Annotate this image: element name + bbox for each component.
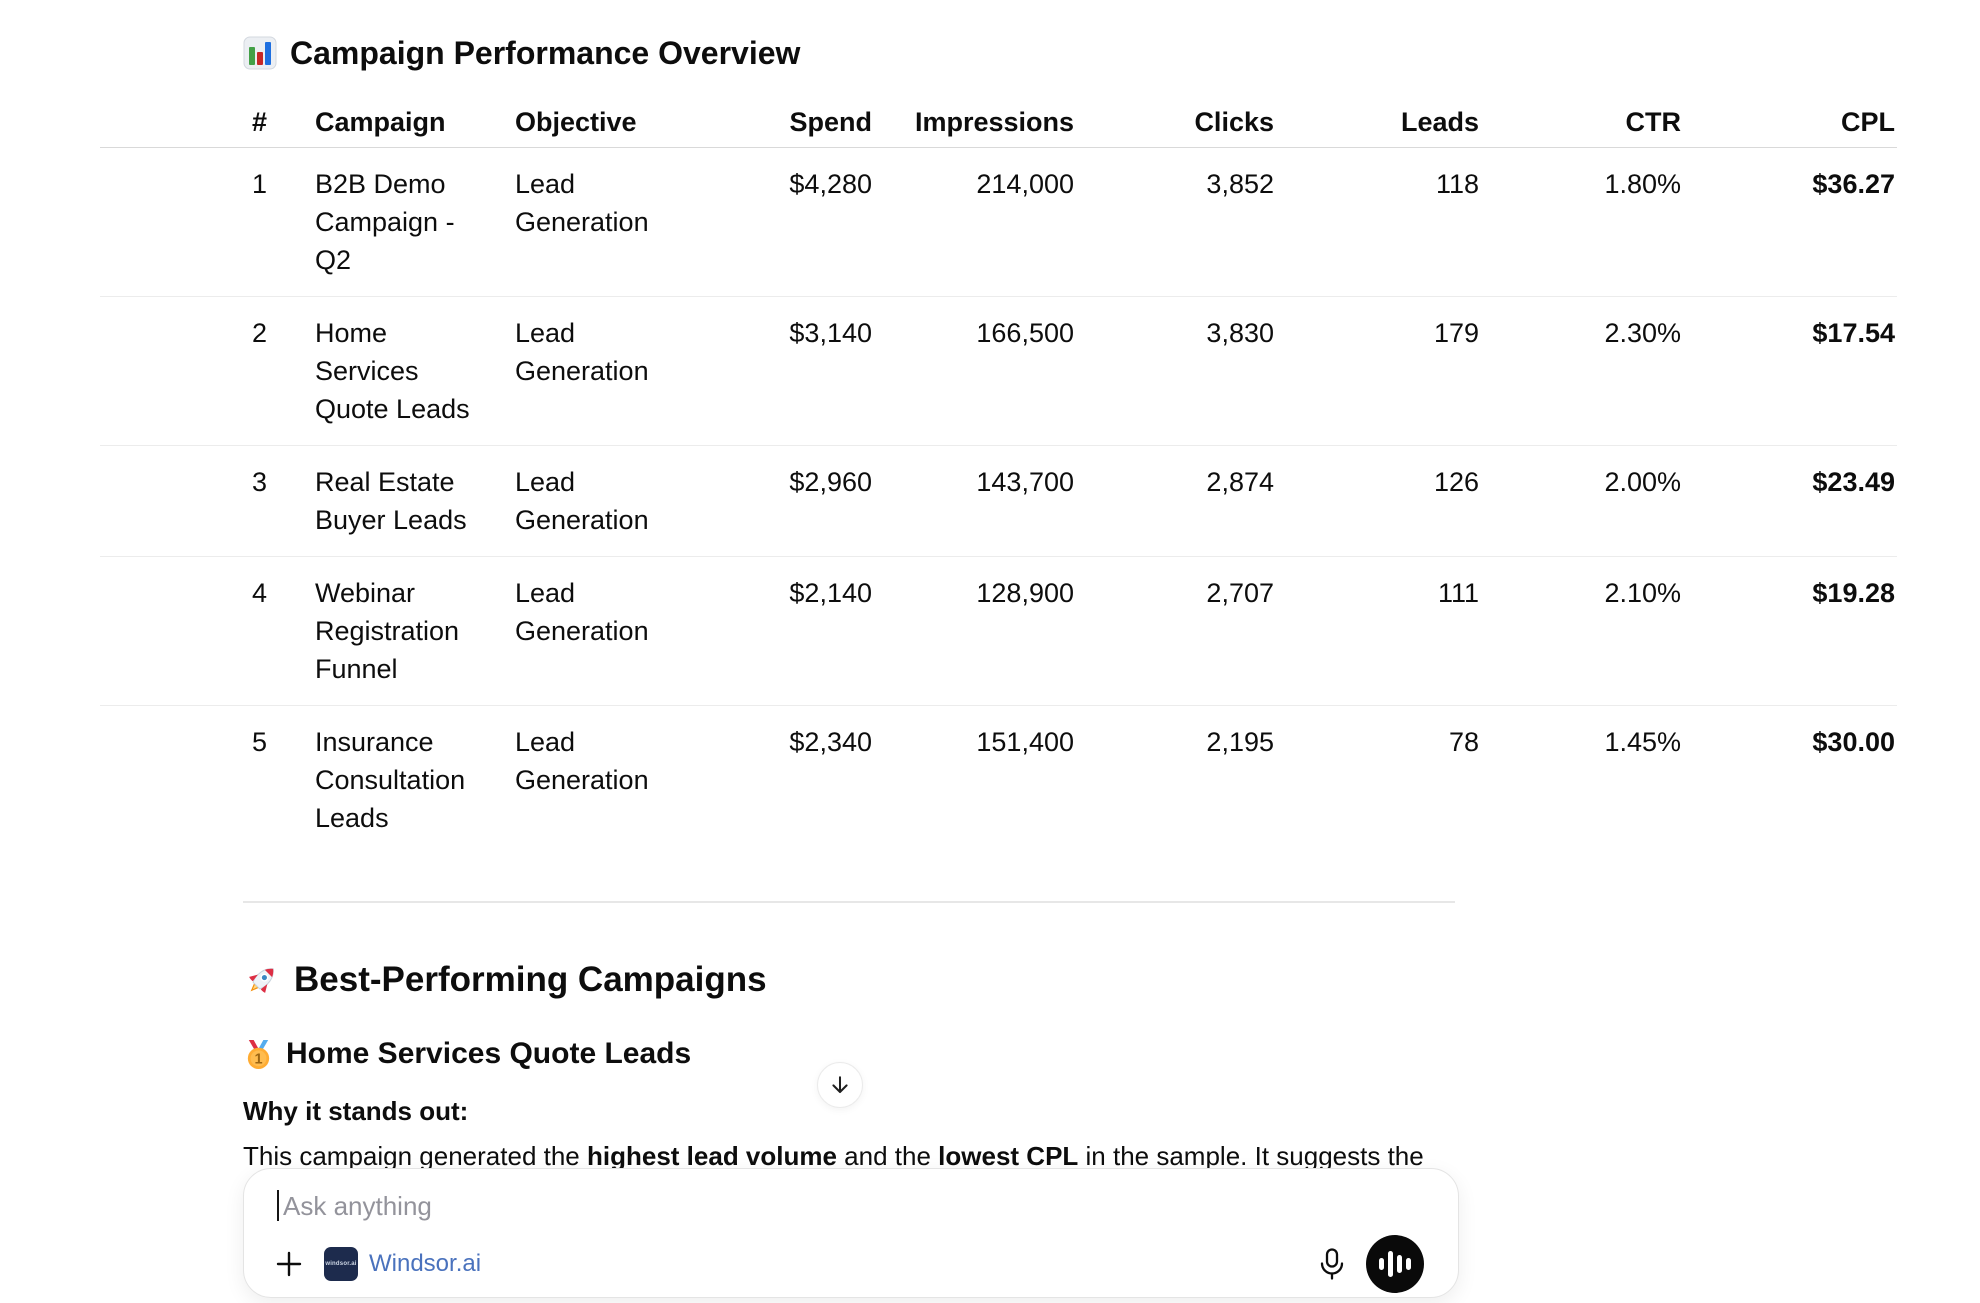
cell-spend: $3,140	[670, 296, 872, 446]
winner-heading: 1 Home Services Quote Leads	[243, 1033, 691, 1075]
cell-num: 5	[252, 727, 268, 757]
windsor-link[interactable]: windsor.ai Windsor.ai	[324, 1247, 481, 1281]
dictate-button[interactable]	[1314, 1246, 1350, 1282]
cell-ctr: 2.10%	[1479, 556, 1681, 706]
best-performing-heading: Best-Performing Campaigns	[243, 956, 767, 1004]
table-header-row: # Campaign Objective Spend Impressions Clicks…	[100, 97, 1897, 148]
plus-icon	[272, 1247, 306, 1281]
cell-clicks: 2,707	[1074, 556, 1274, 706]
gold-medal-emoji: 1	[243, 1039, 274, 1070]
attach-button[interactable]	[272, 1247, 306, 1281]
cell-ctr: 2.30%	[1479, 296, 1681, 446]
table-body: 1 B2B Demo Campaign - Q2 Lead Generation $4…	[100, 147, 1897, 855]
standout-label: Why it stands out:	[243, 1096, 469, 1126]
cell-objective: Lead Generation	[515, 147, 670, 297]
column-header-impressions: Impressions	[872, 97, 1074, 148]
cell-campaign: Real Estate Buyer Leads	[315, 445, 515, 557]
cell-leads: 126	[1274, 445, 1479, 557]
column-header-clicks: Clicks	[1074, 97, 1274, 148]
cell-num: 1	[100, 147, 315, 297]
table-row: 1 B2B Demo Campaign - Q2 Lead Generation $4…	[100, 147, 1897, 297]
table-row: 4 Webinar Registration Funnel Lead Generat…	[100, 556, 1897, 706]
bar-chart-emoji	[243, 36, 277, 70]
svg-text:1: 1	[254, 1051, 262, 1067]
cell-leads: 78	[1448, 727, 1479, 757]
cell-clicks: 3,830	[1074, 296, 1274, 446]
arrow-down-icon	[826, 1071, 854, 1099]
column-header-leads: Leads	[1274, 97, 1479, 148]
cell-clicks: 3,852	[1074, 147, 1274, 297]
cell-campaign: B2B Demo Campaign - Q2	[315, 147, 515, 297]
cell-num: 4	[100, 556, 315, 706]
cell-cpl: $23.49	[1681, 445, 1897, 557]
cell-ctr: 1.80%	[1479, 147, 1681, 297]
cell-cpl: $17.54	[1681, 296, 1897, 446]
table-row: 2 Home Services Quote Leads Lead Generatio…	[100, 296, 1897, 446]
cell-leads: 179	[1274, 296, 1479, 446]
cell-spend: $2,960	[670, 445, 872, 557]
cell-leads: 111	[1274, 556, 1479, 706]
page-title: Campaign Performance Overview	[243, 31, 800, 75]
voice-mode-button[interactable]	[1366, 1235, 1424, 1293]
voice-waveform-icon	[1366, 1235, 1424, 1293]
cell-impressions: 214,000	[872, 147, 1074, 297]
windsor-link-text: Windsor.ai	[369, 1250, 482, 1277]
page-title-text: Campaign Performance Overview	[290, 35, 801, 71]
cell-ctr: 1.45%	[1604, 727, 1681, 757]
table-row: 5 Insurance Consultation Leads Lead Genera…	[100, 706, 1897, 855]
column-header-ctr: CTR	[1479, 97, 1681, 148]
cell-spend: $4,280	[670, 147, 872, 297]
rocket-emoji	[243, 962, 280, 999]
cell-cpl: $36.27	[1681, 147, 1897, 297]
column-header-campaign: Campaign	[315, 97, 515, 148]
section-divider	[243, 901, 1455, 903]
cell-impressions: 166,500	[872, 296, 1074, 446]
cell-impressions: 151,400	[976, 727, 1074, 757]
cell-clicks: 2,195	[1206, 727, 1274, 757]
cell-campaign: Webinar Registration Funnel	[315, 556, 515, 706]
cell-num: 3	[100, 445, 315, 557]
microphone-icon	[1314, 1246, 1350, 1282]
cell-ctr: 2.00%	[1479, 445, 1681, 557]
winner-heading-text: Home Services Quote Leads	[286, 1037, 692, 1070]
cell-campaign: Insurance Consultation Leads	[315, 727, 466, 833]
windsor-logo-text: windsor.ai	[325, 1261, 357, 1267]
cell-num: 2	[100, 296, 315, 446]
cell-leads: 118	[1274, 147, 1479, 297]
column-header-objective: Objective	[515, 97, 670, 148]
campaign-performance-table: # Campaign Objective Spend Impressions Clicks…	[100, 97, 1897, 854]
column-header-cpl: CPL	[1681, 97, 1897, 148]
cell-cpl: $19.28	[1681, 556, 1897, 706]
column-header-spend: Spend	[670, 97, 872, 148]
table-row: 3 Real Estate Buyer Leads Lead Generation $…	[100, 445, 1897, 557]
cell-spend: $2,140	[670, 556, 872, 706]
standout-text: This campaign generated the highest lead…	[243, 1141, 1424, 1171]
cell-objective: Lead Generation	[515, 727, 649, 795]
composer[interactable]: Ask anything windsor.ai Windsor.ai	[243, 1168, 1459, 1298]
column-header-num: #	[100, 97, 315, 148]
text-caret	[277, 1190, 279, 1221]
cell-impressions: 128,900	[872, 556, 1074, 706]
cell-objective: Lead Generation	[515, 445, 670, 557]
cell-objective: Lead Generation	[515, 296, 670, 446]
cell-campaign: Home Services Quote Leads	[315, 296, 515, 446]
cell-cpl: $30.00	[1812, 727, 1895, 757]
message-input[interactable]: Ask anything	[283, 1191, 432, 1221]
cell-spend: $2,340	[789, 727, 872, 757]
cell-impressions: 143,700	[872, 445, 1074, 557]
cell-objective: Lead Generation	[515, 556, 670, 706]
cell-clicks: 2,874	[1074, 445, 1274, 557]
best-performing-heading-text: Best-Performing Campaigns	[294, 960, 767, 999]
scroll-to-bottom-button[interactable]	[817, 1062, 863, 1108]
windsor-logo: windsor.ai	[324, 1247, 358, 1281]
